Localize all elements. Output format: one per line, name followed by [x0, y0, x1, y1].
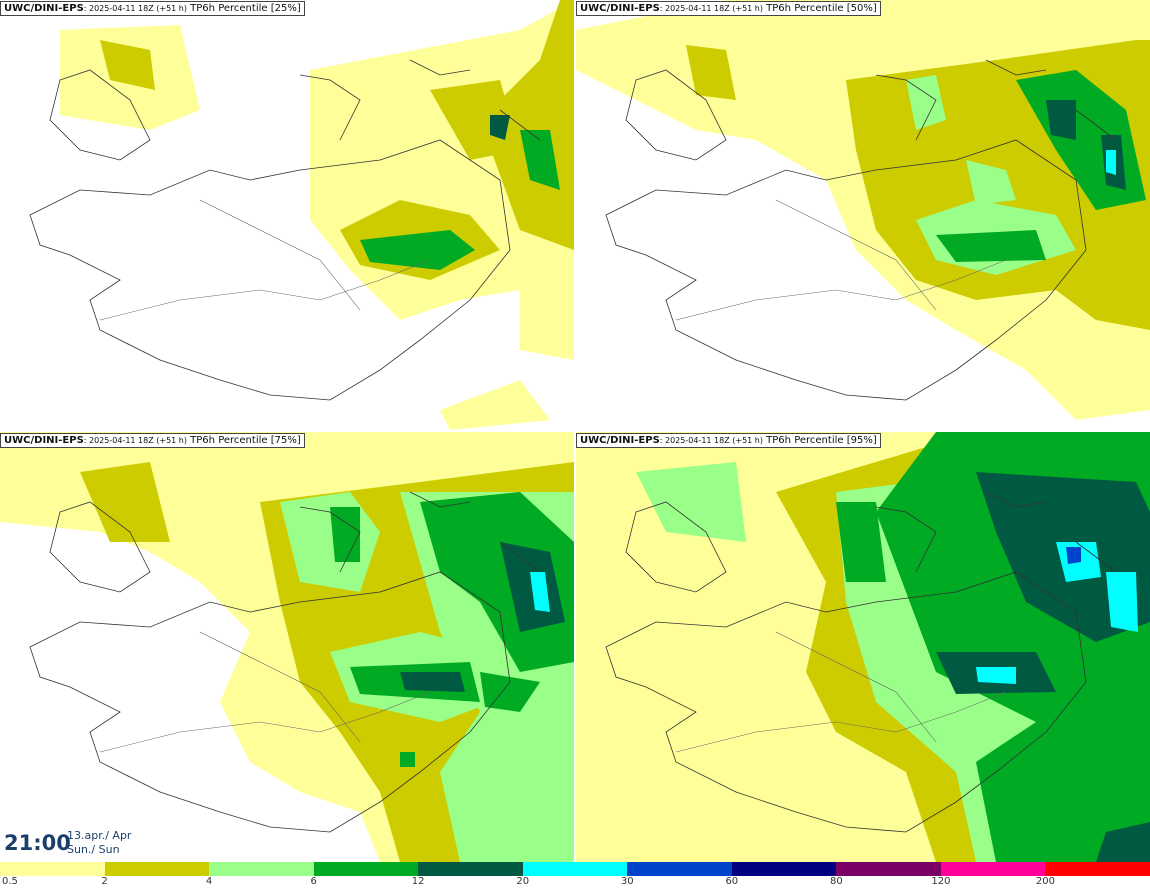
valid-date: 13.apr./ Apr Sun./ Sun	[67, 829, 131, 857]
valid-date-line1: 13.apr./ Apr	[67, 829, 132, 842]
map-panel-p50: UWC/DINI-EPS: 2025-04-11 18Z (+51 h) TP6…	[576, 0, 1150, 430]
colorbar-swatch	[940, 862, 1046, 876]
colorbar-swatch	[1045, 862, 1150, 876]
colorbar-swatch	[0, 862, 105, 876]
valid-time: 21:00	[4, 831, 71, 855]
colorbar-tick-label: 6	[310, 876, 317, 887]
colorbar-ticks: 0.5 2 4 6 12 20 30 60 80 120 200	[0, 876, 1150, 891]
panel-title: UWC/DINI-EPS: 2025-04-11 18Z (+51 h) TP6…	[0, 433, 305, 448]
colorbar-swatch	[209, 862, 314, 876]
valid-date-line2: Sun./ Sun	[67, 843, 120, 856]
colorbar-tick-label: 20	[516, 876, 530, 887]
colorbar-swatch	[418, 862, 523, 876]
colorbar-swatch	[522, 862, 628, 876]
map-panel-p75: UWC/DINI-EPS: 2025-04-11 18Z (+51 h) TP6…	[0, 432, 574, 862]
map-panel-p95: UWC/DINI-EPS: 2025-04-11 18Z (+51 h) TP6…	[576, 432, 1150, 862]
precip-map-p50	[576, 0, 1150, 420]
panel-title: UWC/DINI-EPS: 2025-04-11 18Z (+51 h) TP6…	[576, 1, 881, 16]
colorbar-tick-label: 2	[101, 876, 108, 887]
precip-colorbar	[0, 862, 1150, 876]
panel-title: UWC/DINI-EPS: 2025-04-11 18Z (+51 h) TP6…	[576, 433, 881, 448]
colorbar-swatch	[627, 862, 732, 876]
colorbar-tick-label: 4	[205, 876, 213, 887]
colorbar-tick-label: 30	[620, 876, 634, 887]
precip-map-p25	[29, 0, 574, 430]
colorbar-swatch	[731, 862, 837, 876]
colorbar-tick-label: 80	[829, 876, 843, 887]
colorbar-tick-label: 120	[931, 876, 951, 887]
colorbar-tick-label: 200	[1035, 876, 1055, 887]
colorbar-tick-label: 12	[411, 876, 425, 887]
colorbar-swatch	[313, 862, 419, 876]
panel-title: UWC/DINI-EPS: 2025-04-11 18Z (+51 h) TP6…	[0, 1, 305, 16]
map-panel-p25: UWC/DINI-EPS: 2025-04-11 18Z (+51 h) TP6…	[0, 0, 574, 430]
precip-map-p75	[0, 432, 574, 862]
valid-time-box	[0, 826, 140, 862]
panel-divider-horizontal	[0, 430, 1150, 432]
colorbar-swatch	[836, 862, 941, 876]
precip-map-p95	[576, 432, 1150, 862]
colorbar-tick-label: 60	[725, 876, 739, 887]
colorbar-swatch	[104, 862, 210, 876]
colorbar-tick-label: 0.5	[2, 876, 18, 887]
